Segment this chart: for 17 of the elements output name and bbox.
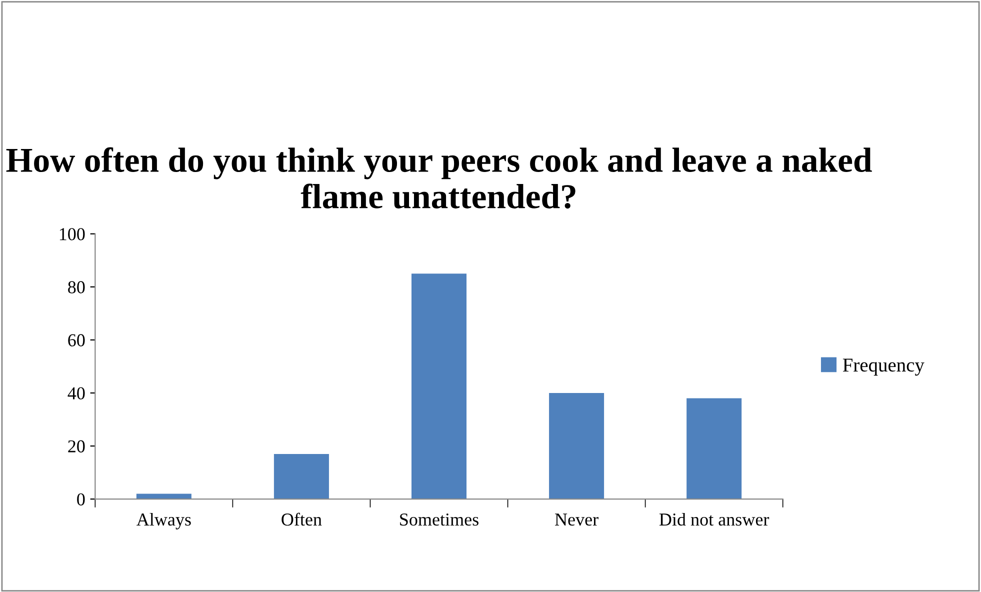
y-tick-label: 60 <box>68 334 85 346</box>
y-tick-label: 100 <box>60 228 85 240</box>
x-tick-label: Often <box>282 512 322 526</box>
legend-label: Frequency <box>842 358 924 376</box>
chart-title: How often do you think your peers cook and leave a naked flame unattended? <box>6 147 872 209</box>
bar <box>686 398 742 500</box>
x-tick-label: Did not answer <box>659 512 770 526</box>
bar <box>549 392 604 500</box>
y-tick-label: 80 <box>68 281 85 294</box>
x-tick-label: Sometimes <box>400 514 478 526</box>
x-tick-label: Never <box>555 514 598 526</box>
bar <box>411 274 467 500</box>
y-tick-label: 20 <box>68 440 85 452</box>
y-tick-label: 40 <box>68 387 85 400</box>
x-tick-label: Always <box>136 512 191 530</box>
bar <box>274 454 329 500</box>
y-tick-label: 0 <box>77 493 85 506</box>
